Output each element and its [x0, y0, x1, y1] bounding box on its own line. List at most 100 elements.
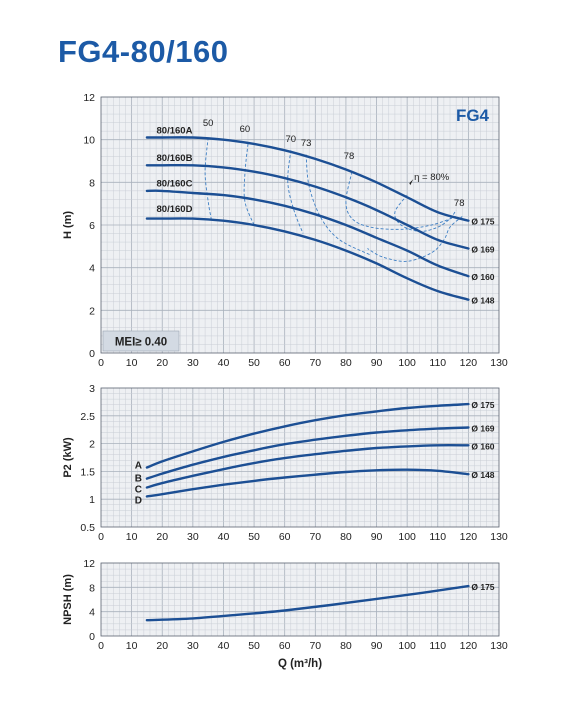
x-tick-label: 90 — [371, 357, 383, 369]
x-tick-label: 50 — [248, 640, 260, 652]
plot-frame — [100, 562, 500, 637]
x-tick-label: 0 — [98, 640, 104, 652]
series-name-label: 80/160B — [157, 153, 193, 164]
series-name-label: 80/160A — [157, 125, 193, 136]
x-tick-label: 40 — [218, 357, 230, 369]
series-end-label: Ø 169 — [471, 423, 494, 433]
y-tick-label: 10 — [83, 135, 95, 147]
y-tick-label: 6 — [89, 220, 95, 232]
series-end-label: Ø 148 — [471, 470, 494, 480]
series-name-label: 80/160C — [157, 179, 193, 190]
x-tick-label: 30 — [187, 531, 199, 543]
efficiency-curve — [305, 154, 371, 256]
efficiency-label: 60 — [240, 124, 251, 135]
x-tick-label: 90 — [371, 531, 383, 543]
x-tick-label: 120 — [460, 357, 478, 369]
x-tick-label: 40 — [218, 531, 230, 543]
efficiency-curve — [204, 137, 212, 219]
x-tick-label: 100 — [398, 357, 416, 369]
x-tick-label: 60 — [279, 640, 291, 652]
y-axis-label: H (m) — [62, 211, 74, 239]
y-axis-label: P2 (kW) — [62, 437, 74, 478]
series-end-label: Ø 160 — [471, 441, 494, 451]
series-end-label: Ø 169 — [471, 244, 494, 254]
x-tick-label: 10 — [126, 640, 138, 652]
series-end-label: Ø 175 — [471, 400, 494, 410]
plot-frame — [100, 387, 500, 528]
y-tick-label: 2 — [89, 439, 95, 451]
x-tick-label: 110 — [429, 640, 446, 652]
efficiency-curve — [345, 171, 457, 230]
chart-head: 0 10 20 30 40 50 60 70 80 90 100 110 120 130 0 2 4 6 8 10 12… — [62, 92, 508, 369]
y-tick-label: 2.5 — [80, 411, 95, 423]
x-tick-label: 80 — [340, 357, 352, 369]
series-end-label: Ø 148 — [471, 296, 494, 306]
x-tick-label: 130 — [490, 357, 508, 369]
y-tick-label: 8 — [89, 177, 95, 189]
y-tick-label: 12 — [83, 92, 95, 104]
series-line — [145, 189, 470, 278]
series-line — [145, 136, 470, 222]
efficiency-curve — [243, 143, 255, 226]
y-tick-label: 0 — [89, 631, 95, 643]
efficiency-label: 78 — [344, 151, 355, 162]
efficiency-curve — [367, 216, 463, 262]
x-tick-label: 130 — [490, 531, 508, 543]
series-line — [145, 217, 470, 301]
x-tick-label: 110 — [429, 357, 446, 369]
series-name-label: A — [135, 461, 142, 472]
x-tick-label: 80 — [340, 640, 352, 652]
x-tick-label: 120 — [460, 640, 478, 652]
plot-frame — [100, 96, 500, 354]
chart-power: 0 10 20 30 40 50 60 70 80 90 100 110 120 130 0.5 1 1.5 2 2… — [62, 383, 508, 543]
series-name-label: C — [135, 485, 142, 496]
x-tick-label: 50 — [248, 357, 260, 369]
efficiency-label: 70 — [286, 134, 297, 145]
x-tick-label: 130 — [490, 640, 508, 652]
x-tick-label: 70 — [309, 531, 321, 543]
x-tick-label: 80 — [340, 531, 352, 543]
x-tick-label: 100 — [398, 531, 416, 543]
x-tick-label: 0 — [98, 357, 104, 369]
plot-area — [101, 388, 499, 527]
x-tick-label: 20 — [156, 640, 168, 652]
mei-label: MEI≥ 0.40 — [115, 337, 167, 349]
x-tick-label: 20 — [156, 531, 168, 543]
series-name-label: D — [135, 495, 142, 506]
x-tick-label: 70 — [309, 640, 321, 652]
x-tick-label: 100 — [398, 640, 416, 652]
x-tick-label: 90 — [371, 640, 383, 652]
mei-badge — [102, 330, 180, 352]
series-badge: FG4 — [456, 106, 490, 125]
x-tick-label: 70 — [309, 357, 321, 369]
y-tick-label: 1.5 — [80, 466, 95, 478]
series-name-label: 80/160D — [157, 204, 193, 215]
efficiency-label: η = 80% — [414, 172, 450, 183]
y-tick-label: 0.5 — [80, 522, 95, 534]
series-end-label: Ø 175 — [471, 217, 494, 227]
efficiency-pointer-icon — [409, 179, 414, 186]
efficiency-label: 50 — [203, 118, 214, 129]
y-tick-label: 2 — [89, 305, 95, 317]
series-line — [145, 468, 470, 498]
y-tick-label: 4 — [89, 607, 95, 619]
series-end-label: Ø 175 — [471, 582, 494, 592]
x-tick-label: 30 — [187, 640, 199, 652]
x-tick-label: 40 — [218, 640, 230, 652]
x-tick-label: 0 — [98, 531, 104, 543]
y-tick-label: 1 — [89, 494, 95, 506]
x-tick-label: 110 — [429, 531, 446, 543]
series-line — [145, 444, 470, 489]
series-line — [145, 584, 470, 622]
series-line — [145, 163, 470, 250]
x-tick-label: 20 — [156, 357, 168, 369]
series-line — [145, 426, 470, 480]
series-end-label: Ø 160 — [471, 272, 494, 282]
x-tick-label: 10 — [126, 357, 138, 369]
x-axis-label: Q (m³/h) — [278, 658, 322, 670]
efficiency-label: 73 — [301, 138, 312, 149]
series-line — [145, 402, 470, 469]
efficiency-label: 78 — [454, 198, 465, 209]
